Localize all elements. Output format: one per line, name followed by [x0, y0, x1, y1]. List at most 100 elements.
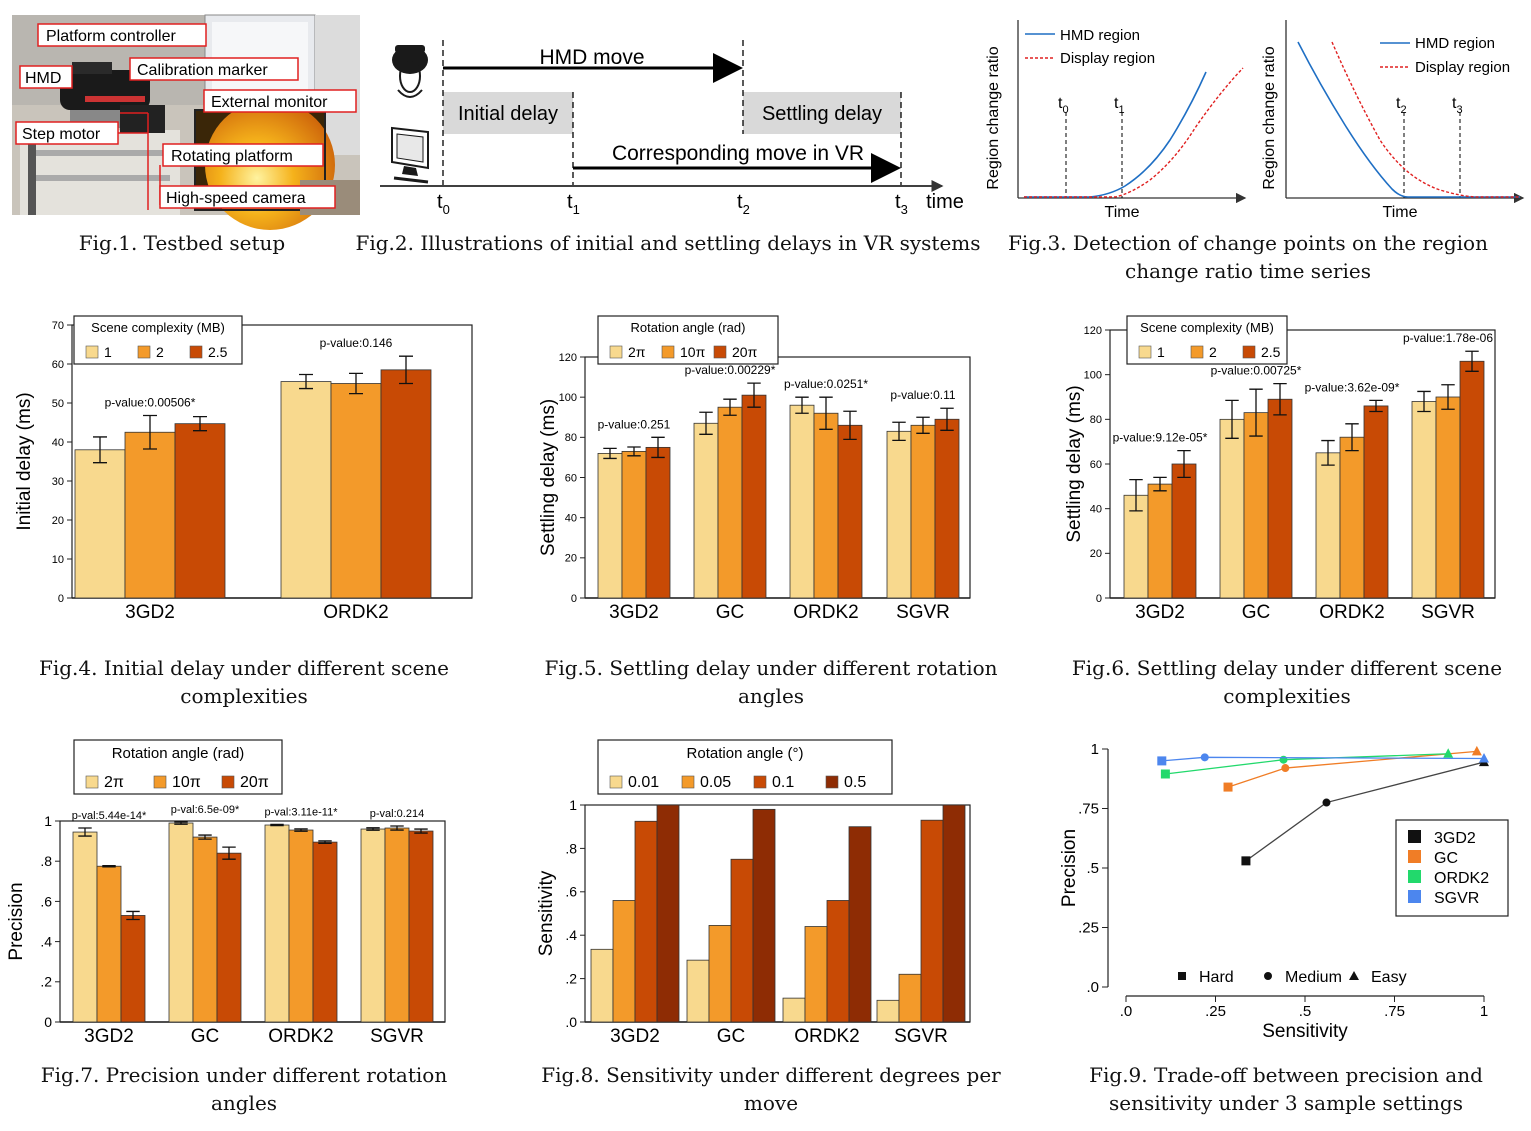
fig1-caption: Fig.1. Testbed setup: [79, 231, 285, 255]
point-ordk2-easy: [1443, 748, 1454, 758]
legend-swatch-2: [1190, 345, 1204, 359]
y-tick-label: 70: [52, 320, 64, 332]
fig5-caption-line2: angles: [738, 684, 804, 708]
bar-sgvr-0-01: [876, 999, 900, 1023]
y-tick-label: 80: [565, 432, 577, 444]
bar-3gd2-0-1: [634, 820, 658, 1023]
error-bar-sgvr-2: [366, 827, 380, 831]
point-sgvr-hard: [1157, 756, 1167, 766]
label-text: Step motor: [22, 126, 101, 143]
error-bar-3gd2-2: [143, 414, 157, 450]
y-tick-label: 40: [52, 437, 64, 449]
x-tick-label: .5: [1299, 1003, 1312, 1020]
y-tick-label: .5: [1086, 860, 1099, 877]
x-category-3gd2: 3GD2: [609, 602, 659, 623]
y-tick-label: .2: [565, 971, 577, 987]
error-bar-sgvr-2-5: [1465, 350, 1479, 372]
error-bar-gc-2: [1249, 388, 1263, 437]
tick-subscript: 0: [443, 202, 450, 217]
tick-letter: t: [567, 191, 573, 213]
label-text: HMD: [25, 70, 61, 87]
bar-sgvr-10: [384, 827, 410, 1023]
tick-subscript: 2: [743, 202, 750, 217]
time-ticks: t0 t1 t2 t3: [437, 191, 908, 217]
legend-entry-0-01: 0.01: [628, 774, 659, 791]
bar-sgvr-1: [1411, 401, 1437, 599]
bar-sgvr-10: [910, 424, 936, 599]
bar-gc-2: [693, 422, 719, 599]
error-bar-ordk2-10: [294, 828, 308, 832]
fig8-y-axis-label: Sensitivity: [536, 870, 557, 956]
error-bar-ordk2-2: [270, 823, 284, 827]
y-tick-label: 0: [44, 1014, 52, 1030]
settling-delay-label: Settling delay: [762, 103, 882, 125]
fig9-caption: Fig.9. Trade-off between precision and: [1089, 1063, 1483, 1087]
error-bar-3gd2-2-5: [1177, 449, 1191, 479]
label-high-speed-camera: High-speed camera: [159, 185, 336, 209]
point-ordk2-medium: [1279, 755, 1288, 764]
fig8-sensitivity-chart: .0 .2 .4 .6 .8 1 Sensitivity 3GD2 GC ORDK2 SGVR Rot…: [536, 739, 1001, 1115]
x-category-gc: GC: [1242, 602, 1271, 623]
fig8-caption: Fig.8. Sensitivity under different degre…: [541, 1063, 1001, 1087]
legend-swatch-2: [85, 775, 99, 789]
bar-sgvr-0-1: [920, 819, 944, 1023]
bar-gc-10: [192, 836, 218, 1023]
legend-swatch-1: [85, 345, 99, 359]
y-tick-label: .25: [1078, 920, 1099, 937]
legend-swatch-0-01: [609, 775, 623, 789]
bar-gc-0-01: [686, 959, 710, 1023]
y-tick-label: .6: [565, 884, 577, 900]
fig9-y-axis-label: Precision: [1059, 829, 1080, 907]
legend-swatch-0-05: [681, 775, 695, 789]
legend-entry-10: 10π: [680, 344, 706, 360]
y-tick-label: 60: [1090, 459, 1102, 471]
legend-swatch-ordk2: [1408, 870, 1421, 883]
fig4-y-axis-label: Initial delay (ms): [14, 392, 35, 530]
y-tick-label: 100: [559, 392, 577, 404]
bar-ordk2-20: [837, 424, 863, 599]
fig7-precision-chart: 0 .2 .4 .6 .8 1 Precision 3GD2 p-val:5.44e-14* GC…: [6, 739, 447, 1115]
error-bar-3gd2-1: [93, 436, 107, 464]
error-bar-gc-10: [198, 834, 212, 840]
legend-swatch-2: [609, 345, 623, 359]
x-category-sgvr: SGVR: [1421, 602, 1475, 623]
legend-hmd-region-right: HMD region: [1415, 35, 1495, 52]
bar-ordk2-0-1: [826, 900, 850, 1023]
legend-entry-20: 20π: [240, 774, 269, 791]
legend-entry-2-5: 2.5: [208, 344, 228, 360]
fig7-legend-title: Rotation angle (rad): [112, 745, 245, 762]
error-bar-3gd2-2: [603, 447, 617, 460]
error-bar-ordk2-20: [318, 840, 332, 844]
label-step-motor: Step motor: [15, 121, 119, 145]
legend-entry-gc: GC: [1434, 850, 1458, 867]
fig3-left-panel: Region change ratio Time t0 t1 HMD regio…: [985, 20, 1247, 221]
error-bar-gc-1: [1225, 399, 1239, 439]
bar-ordk2-0-01: [782, 997, 806, 1023]
error-bar-sgvr-2: [1441, 384, 1455, 410]
fig5-legend-box: [597, 315, 779, 365]
tick-letter: t: [737, 191, 743, 213]
hmd-region-curve: [1024, 71, 1207, 198]
bar-sgvr-2: [360, 828, 386, 1023]
x-tick-label: .25: [1205, 1003, 1226, 1020]
point-gc-hard: [1223, 782, 1233, 792]
error-bar-sgvr-1: [1417, 390, 1431, 413]
error-bar-3gd2-10: [627, 446, 641, 457]
p-value-annotation: p-val:0.214: [370, 808, 424, 820]
error-bar-3gd2-10: [102, 864, 116, 868]
point-sgvr-easy: [1479, 753, 1489, 763]
legend-display-region: Display region: [1060, 50, 1155, 67]
p-value-annotation: p-value:0.146: [320, 336, 393, 350]
bar-ordk2-2: [789, 404, 815, 599]
legend-entry-2: 2: [156, 344, 164, 360]
tick-letter: t: [437, 191, 443, 213]
monitor-icon: [391, 126, 429, 184]
fig2-caption: Fig.2. Illustrations of initial and sett…: [355, 231, 980, 255]
error-bar-ordk2-2: [795, 396, 809, 414]
bar-ordk2-20: [312, 841, 338, 1023]
legend-swatch-10: [153, 775, 167, 789]
vr-headset-icon: [392, 45, 428, 98]
y-tick-label: 50: [52, 398, 64, 410]
legend-entry-2-5: 2.5: [1261, 344, 1281, 360]
legend-swatch-20: [221, 775, 235, 789]
